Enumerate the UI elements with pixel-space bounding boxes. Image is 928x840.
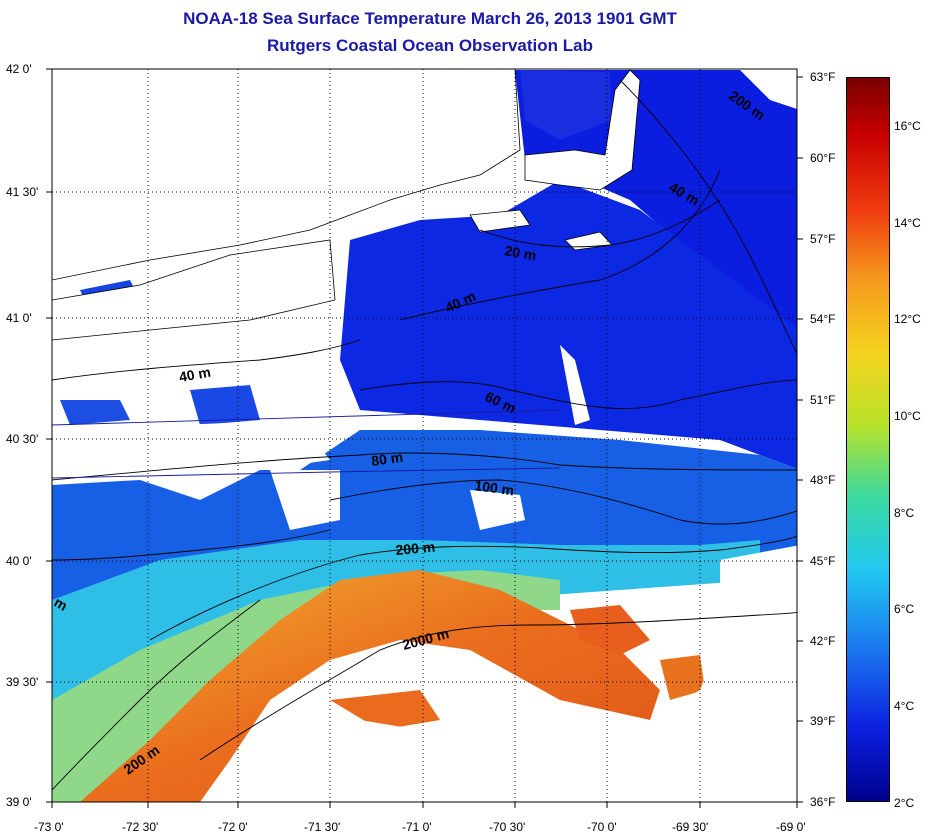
scale-c-14: 14°C [894, 216, 921, 230]
lon-label-71-0: -71 0' [402, 820, 432, 834]
contour-label-20m: 20 m [503, 242, 537, 263]
water-patch-sw [60, 400, 130, 425]
land-cape-cod [524, 69, 641, 191]
scale-f-60: 60°F [810, 151, 836, 165]
lon-label-73-0: -73 0' [34, 820, 64, 834]
scale-c-2: 2°C [894, 796, 915, 810]
ocean-layer [52, 69, 797, 802]
shelf-water-west [52, 430, 797, 740]
frame-ticks [46, 68, 803, 808]
slope-water [52, 540, 760, 790]
warm-patch-se [660, 655, 705, 700]
contour-40m-west [52, 339, 361, 381]
tow-track-1 [52, 409, 561, 426]
scale-f-54: 54°F [810, 312, 836, 326]
shelf-water [340, 180, 797, 469]
scale-c-10: 10°C [894, 409, 921, 423]
lat-label-40-0: 40 0' [6, 554, 32, 568]
contour-40m-north [399, 169, 721, 321]
contour-80m [52, 452, 797, 481]
cape-cod-bay [520, 70, 612, 140]
bathymetry-contours [52, 79, 797, 791]
cold-water-north [515, 70, 797, 330]
contour-2000m [199, 611, 797, 761]
contour-shelf-edge-west [52, 529, 331, 561]
scale-f-45: 45°F [810, 554, 836, 568]
cloud-gap-6 [250, 690, 660, 802]
land-marthas-vineyard [469, 209, 531, 233]
lon-label-72-0: -72 0' [218, 820, 248, 834]
scale-f-39: 39°F [810, 714, 836, 728]
lat-label-42-0: 42 0' [6, 62, 32, 76]
contour-label-40m-west: 40 m [178, 364, 212, 385]
map-subtitle: Rutgers Coastal Ocean Observation Lab [267, 36, 593, 55]
scale-c-16: 16°C [894, 119, 921, 133]
warm-patch-south [330, 690, 440, 730]
land-long-island [52, 239, 336, 341]
scale-f-48: 48°F [810, 473, 836, 487]
lon-label-70-0: -70 0' [587, 820, 617, 834]
lon-label-71-30: -71 30' [304, 820, 341, 834]
cloud-gap-1 [52, 420, 330, 500]
lat-label-41-0: 41 0' [6, 311, 32, 325]
contour-label-100m: 100 m [474, 477, 516, 498]
temperature-color-bar [846, 77, 890, 802]
cloud-gap-5 [650, 545, 797, 802]
map-title: NOAA-18 Sea Surface Temperature March 26… [183, 9, 677, 28]
scale-f-36: 36°F [810, 795, 836, 809]
scale-f-42: 42°F [810, 634, 836, 648]
contour-labels: 200 m 40 m 20 m 40 m 40 m 60 m 80 m 100 … [52, 87, 768, 777]
land-new-england [52, 69, 521, 281]
contour-label-200m-mid: 200 m [395, 539, 436, 558]
lon-label-69-30: -69 30' [672, 820, 709, 834]
lon-label-69-0: -69 0' [776, 820, 806, 834]
map-frame [51, 68, 798, 803]
lat-label-40-30: 40 30' [6, 432, 39, 446]
contour-200m-mid [149, 535, 797, 641]
contour-60m [359, 379, 797, 409]
contour-200m-south [52, 599, 261, 791]
tow-track-2 [52, 467, 561, 479]
graticule [52, 69, 797, 802]
lat-label-41-30: 41 30' [6, 185, 39, 199]
scale-f-57: 57°F [810, 232, 836, 246]
scale-c-12: 12°C [894, 312, 921, 326]
contour-20m [479, 199, 721, 248]
lon-label-72-30: -72 30' [122, 820, 159, 834]
cloud-gap-2 [270, 470, 340, 530]
contour-200m-ne [619, 79, 797, 355]
block-island-water [190, 385, 260, 425]
scale-c-8: 8°C [894, 506, 915, 520]
lat-label-39-0: 39 0' [6, 795, 32, 809]
cloud-gap-7 [740, 70, 797, 109]
scale-f-63: 63°F [810, 70, 836, 84]
scale-f-51: 51°F [810, 393, 836, 407]
contour-label-80m: 80 m [370, 449, 404, 469]
contour-100m [329, 479, 797, 525]
scale-c-4: 4°C [894, 699, 915, 713]
lat-label-39-30: 39 30' [6, 675, 39, 689]
lon-label-70-30: -70 30' [489, 820, 526, 834]
scale-c-6: 6°C [894, 602, 915, 616]
cloud-gap-4 [470, 490, 525, 530]
warm-eddy-east [570, 605, 650, 655]
